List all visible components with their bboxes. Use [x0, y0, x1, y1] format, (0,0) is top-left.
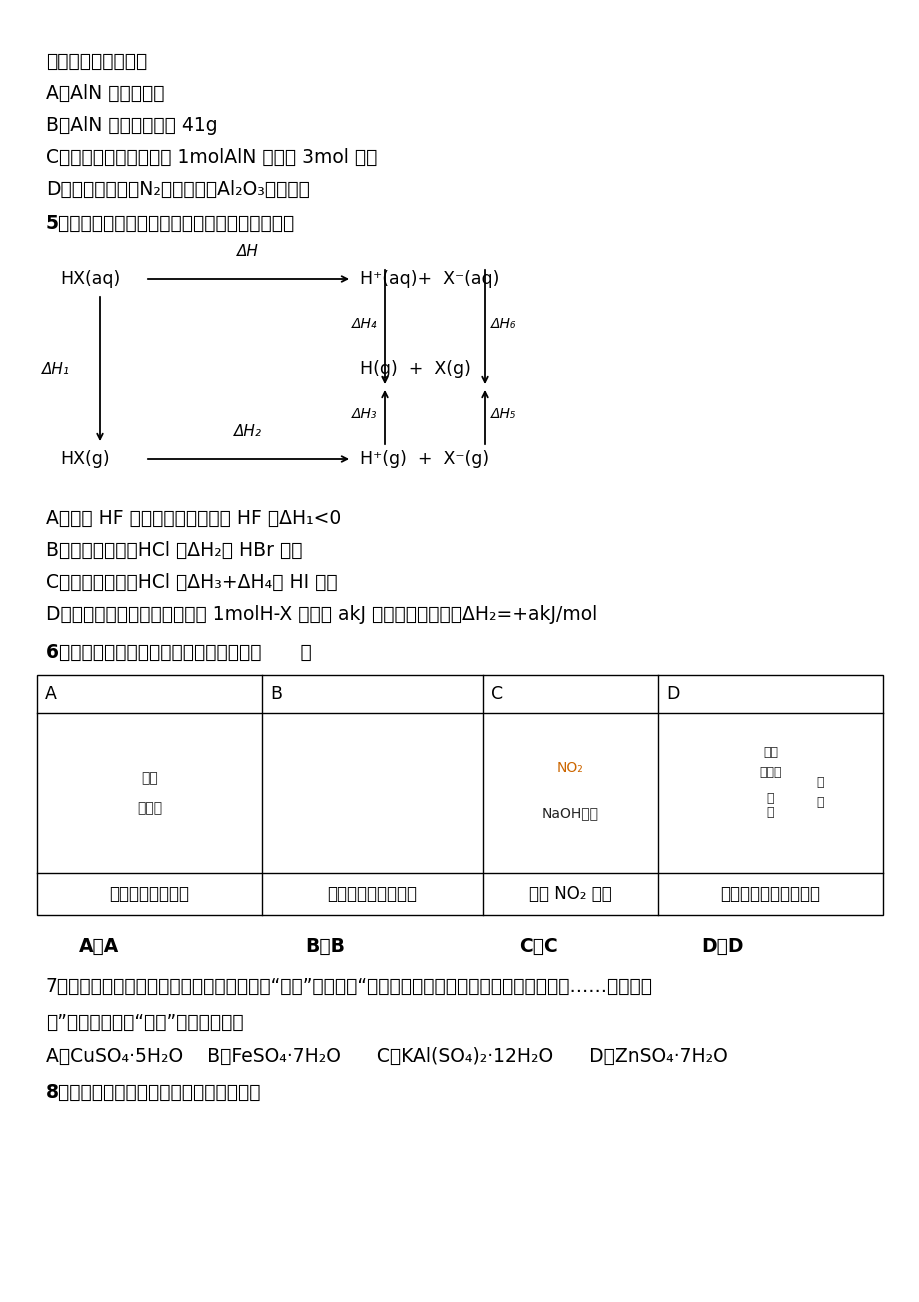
Text: C．上述反应中，每生成 1molAlN 需转移 3mol 电子: C．上述反应中，每生成 1molAlN 需转移 3mol 电子	[46, 148, 377, 167]
Text: H(g)  +  X(g): H(g) + X(g)	[359, 359, 471, 378]
Text: B．AlN 的摩尔质量为 41g: B．AlN 的摩尔质量为 41g	[46, 116, 218, 135]
Text: ΔH₄: ΔH₄	[351, 316, 377, 331]
Text: NaOH溶液: NaOH溶液	[541, 806, 598, 820]
Text: 水: 水	[816, 797, 823, 810]
Text: H⁺(aq)+  X⁻(aq): H⁺(aq)+ X⁻(aq)	[359, 270, 499, 288]
Text: ΔH: ΔH	[237, 243, 258, 259]
Text: A．A: A．A	[78, 937, 119, 956]
Text: 浓硫酸: 浓硫酸	[137, 801, 162, 815]
Text: 饱和: 饱和	[762, 746, 777, 759]
Text: 配制一定浓度的溶液: 配制一定浓度的溶液	[327, 885, 417, 904]
Text: 5、氢卤酸的能量关系如图所示下列说法正确的是: 5、氢卤酸的能量关系如图所示下列说法正确的是	[46, 214, 295, 233]
Text: B: B	[270, 685, 282, 703]
Text: A．已知 HF 气体溶于水放热，则 HF 的ΔH₁<0: A．已知 HF 气体溶于水放热，则 HF 的ΔH₁<0	[46, 509, 341, 529]
Text: A．AlN 为氧化产物: A．AlN 为氧化产物	[46, 85, 165, 103]
Text: C: C	[491, 685, 503, 703]
Text: HX(aq): HX(aq)	[60, 270, 120, 288]
Text: 7、唐代中药学著作《新修本草》中，有关于“青矾”的记录为“本来绿色，新出窟未见风者，正如琉璃，……，烧之赤: 7、唐代中药学著作《新修本草》中，有关于“青矾”的记录为“本来绿色，新出窟未见风…	[46, 976, 652, 996]
Text: 列叙述正确的是（）: 列叙述正确的是（）	[46, 52, 147, 72]
Text: 证明乙炔可使溴水褪色: 证明乙炔可使溴水褪色	[720, 885, 820, 904]
Text: HX(g): HX(g)	[60, 450, 109, 467]
Text: ΔH₅: ΔH₅	[491, 408, 516, 421]
Text: H⁺(g)  +  X⁻(g): H⁺(g) + X⁻(g)	[359, 450, 489, 467]
Text: 溴: 溴	[816, 776, 823, 789]
Text: 6、下列实验操作或装置能达到目的的是（      ）: 6、下列实验操作或装置能达到目的的是（ ）	[46, 643, 312, 661]
Text: 混合浓硫酸和乙醇: 混合浓硫酸和乙醇	[109, 885, 189, 904]
Text: NO₂: NO₂	[556, 760, 584, 775]
Text: 收集 NO₂ 气体: 收集 NO₂ 气体	[528, 885, 611, 904]
Text: 电: 电	[766, 792, 774, 805]
Text: ΔH₃: ΔH₃	[351, 408, 377, 421]
Text: 乙醇: 乙醇	[141, 771, 158, 785]
Text: 色”。据此推测，“青矾”的主要成分为: 色”。据此推测，“青矾”的主要成分为	[46, 1013, 244, 1032]
Text: 8、已知几种物质的相对能量如下表所示：: 8、已知几种物质的相对能量如下表所示：	[46, 1083, 261, 1101]
Text: D．D: D．D	[701, 937, 743, 956]
Text: ΔH₁: ΔH₁	[42, 362, 70, 376]
Text: A．CuSO₄·5H₂O    B．FeSO₄·7H₂O      C．KAl(SO₄)₂·12H₂O      D．ZnSO₄·7H₂O: A．CuSO₄·5H₂O B．FeSO₄·7H₂O C．KAl(SO₄)₂·12…	[46, 1047, 727, 1066]
Text: C．相同条件下，HCl 的ΔH₃+ΔH₄比 HI 的大: C．相同条件下，HCl 的ΔH₃+ΔH₄比 HI 的大	[46, 573, 337, 592]
Text: B．相同条件下，HCl 的ΔH₂比 HBr 的小: B．相同条件下，HCl 的ΔH₂比 HBr 的小	[46, 542, 302, 560]
Text: B．B: B．B	[305, 937, 345, 956]
Text: D: D	[665, 685, 678, 703]
Text: 石: 石	[766, 806, 774, 819]
Text: C．C: C．C	[518, 937, 557, 956]
Text: ΔH₂: ΔH₂	[233, 424, 262, 439]
Text: 食盐水: 食盐水	[758, 767, 781, 780]
Text: D．上述反应中，N₂是还原剂，Al₂O₃是氧化剂: D．上述反应中，N₂是还原剂，Al₂O₃是氧化剂	[46, 180, 310, 199]
Text: ΔH₆: ΔH₆	[491, 316, 516, 331]
Bar	[37, 674, 882, 915]
Text: A: A	[45, 685, 57, 703]
Text: D．一定条件下，气态原子生成 1molH-X 键放出 akJ 能量，则该条件下ΔH₂=+akJ/mol: D．一定条件下，气态原子生成 1molH-X 键放出 akJ 能量，则该条件下Δ…	[46, 605, 596, 624]
